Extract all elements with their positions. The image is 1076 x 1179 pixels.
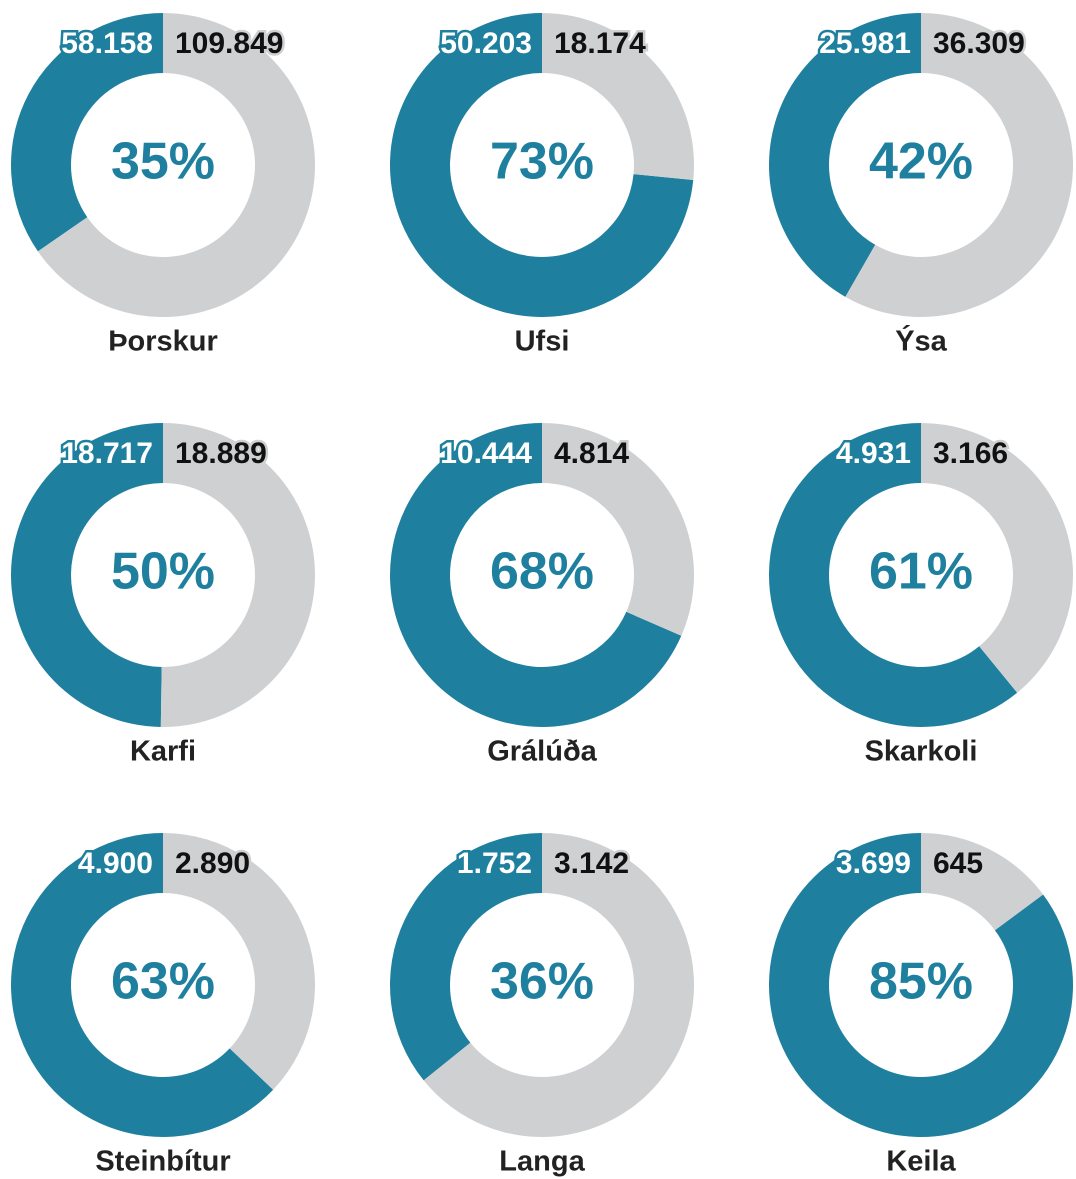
chart-title: Langa	[499, 1146, 585, 1178]
value-label: 4.900	[78, 847, 153, 880]
value-label: 3.142	[554, 847, 629, 880]
value-label: 25.981	[819, 27, 911, 60]
value-label: 4.931	[836, 437, 911, 470]
center-label: 61%	[869, 543, 973, 601]
center-label: 85%	[869, 953, 973, 1011]
chart-title: Skarkoli	[865, 736, 978, 768]
value-label: 4.814	[554, 437, 629, 470]
center-label: 36%	[490, 953, 594, 1011]
chart-title: Ufsi	[515, 326, 570, 358]
chart-title: Ýsa	[895, 324, 947, 358]
center-label: 63%	[111, 953, 215, 1011]
value-label: 2.890	[175, 847, 250, 880]
center-label: 73%	[490, 133, 594, 191]
value-label: 10.444	[440, 437, 532, 470]
center-label: 50%	[111, 543, 215, 601]
value-label: 50.203	[440, 27, 532, 60]
value-label: 58.158	[61, 27, 153, 60]
value-label: 3.166	[933, 437, 1008, 470]
center-label: 42%	[869, 133, 973, 191]
value-label: 109.849	[175, 27, 283, 60]
value-label: 3.699	[836, 847, 911, 880]
center-label: 35%	[111, 133, 215, 191]
chart-title: Grálúða	[487, 736, 597, 768]
value-label: 18.717	[61, 437, 153, 470]
value-label: 1.752	[457, 847, 532, 880]
donut-grid: 58.158 109.849 35% Þorskur 50.203 18.174 73% Uf…	[0, 0, 1076, 1179]
chart-title: Þorskur	[108, 326, 218, 358]
center-label: 68%	[490, 543, 594, 601]
value-label: 645	[933, 847, 983, 880]
chart-title: Steinbítur	[95, 1146, 230, 1178]
value-label: 36.309	[933, 27, 1025, 60]
value-label: 18.174	[554, 27, 646, 60]
chart-title: Karfi	[130, 736, 196, 768]
value-label: 18.889	[175, 437, 267, 470]
chart-title: Keila	[886, 1146, 956, 1178]
